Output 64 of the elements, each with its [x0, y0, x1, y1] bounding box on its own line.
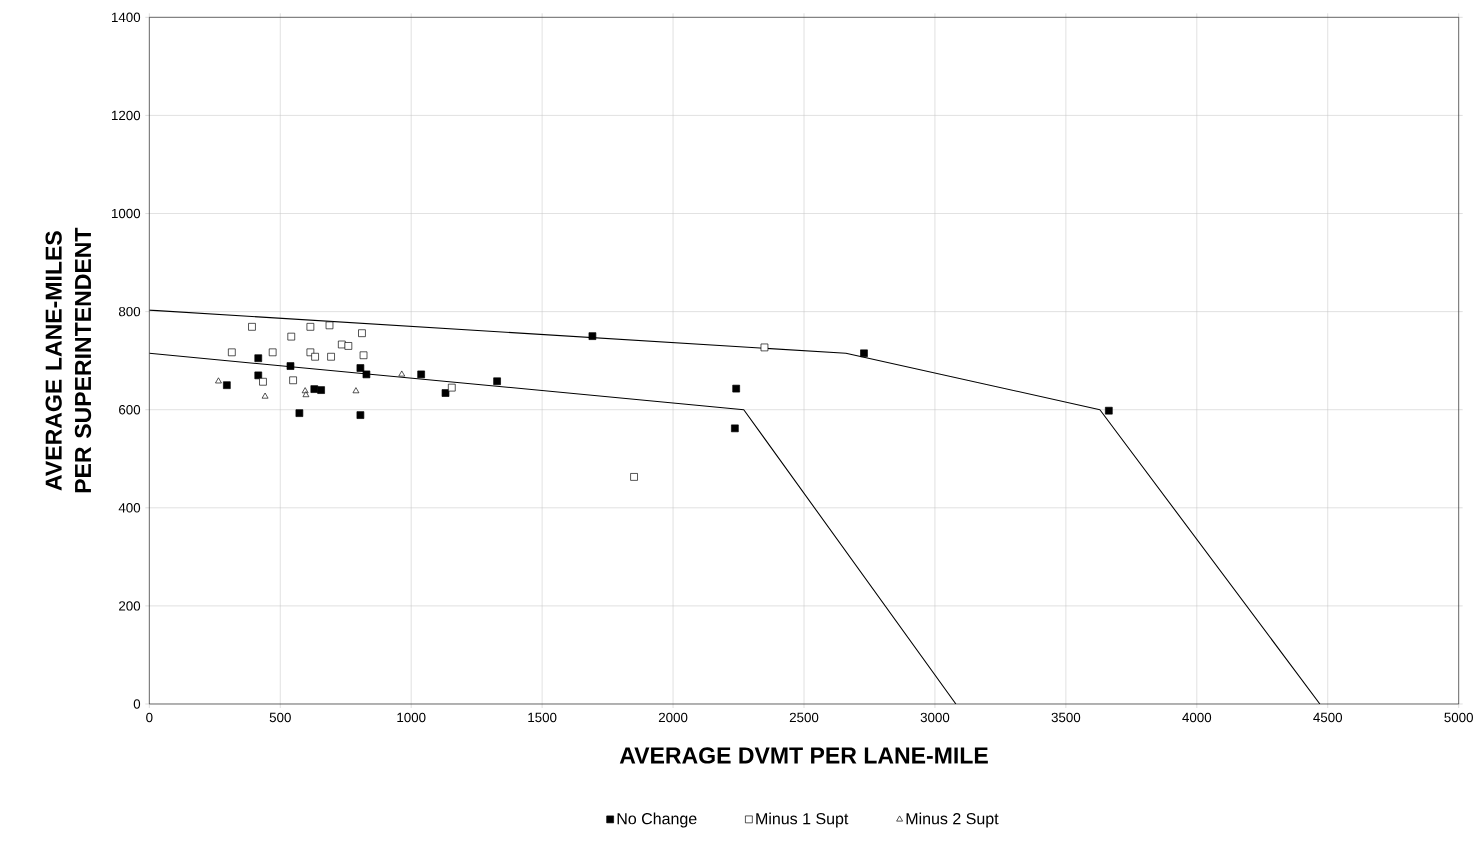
point [362, 370, 371, 379]
point [398, 370, 406, 377]
point [731, 424, 739, 432]
point [259, 377, 267, 386]
x-axis-title: AVERAGE DVMT PER LANE-MILE [619, 747, 988, 764]
point [317, 386, 325, 394]
x-tick-label: 500 [269, 712, 291, 722]
point [325, 321, 334, 329]
point [588, 332, 597, 340]
point [441, 389, 450, 397]
y-tick-label: 800 [118, 306, 141, 317]
y-tick-label: 200 [119, 601, 141, 611]
x-tick-label: 3500 [1051, 712, 1081, 722]
point [261, 392, 269, 399]
x-tick-label: 3000 [920, 712, 950, 722]
x-tick-label: 0 [146, 712, 153, 722]
legend-label: Minus 1 Supt [756, 812, 849, 828]
legend-label: No Change [617, 812, 697, 828]
point [287, 332, 296, 341]
point [302, 391, 310, 397]
y-axis-title: AVERAGE LANE-MILES PER SUPERINTENDENT [45, 227, 92, 493]
point [356, 411, 365, 419]
point [228, 348, 236, 356]
point [254, 371, 263, 380]
x-tick-label: 4000 [1182, 712, 1212, 722]
x-tick-label: 2500 [789, 712, 819, 722]
point [352, 387, 360, 393]
point [327, 352, 335, 361]
y-tick-label: 1000 [111, 208, 141, 219]
point [248, 322, 256, 331]
point [344, 341, 353, 350]
point [338, 340, 346, 349]
x-tick-label: 2000 [658, 712, 688, 722]
point [760, 343, 769, 352]
point [286, 362, 295, 370]
point [215, 377, 222, 384]
y-tick-label: 600 [119, 404, 141, 415]
point [359, 351, 368, 359]
point [732, 384, 740, 393]
y-tick-label: 0 [133, 699, 141, 709]
legend-label: Minus 2 Supt [906, 812, 999, 828]
x-tick-label: 5000 [1444, 712, 1473, 722]
point [268, 348, 277, 356]
x-tick-label: 4500 [1313, 712, 1343, 722]
point [630, 472, 638, 481]
point [306, 322, 315, 331]
point [310, 385, 319, 393]
point [356, 364, 365, 372]
point [254, 354, 263, 362]
point [417, 370, 425, 379]
point [289, 376, 297, 384]
y-tick-label: 400 [118, 502, 141, 513]
point [493, 377, 501, 385]
point [1105, 406, 1113, 415]
x-tick-label: 1000 [397, 712, 426, 722]
y-tick-label: 1200 [111, 110, 141, 120]
point [223, 381, 231, 389]
point [311, 352, 319, 361]
point [447, 383, 456, 392]
point [860, 349, 868, 357]
y-tick-label: 1400 [111, 12, 141, 22]
x-tick-label: 1500 [528, 712, 557, 722]
point [358, 329, 366, 337]
point [295, 409, 304, 417]
